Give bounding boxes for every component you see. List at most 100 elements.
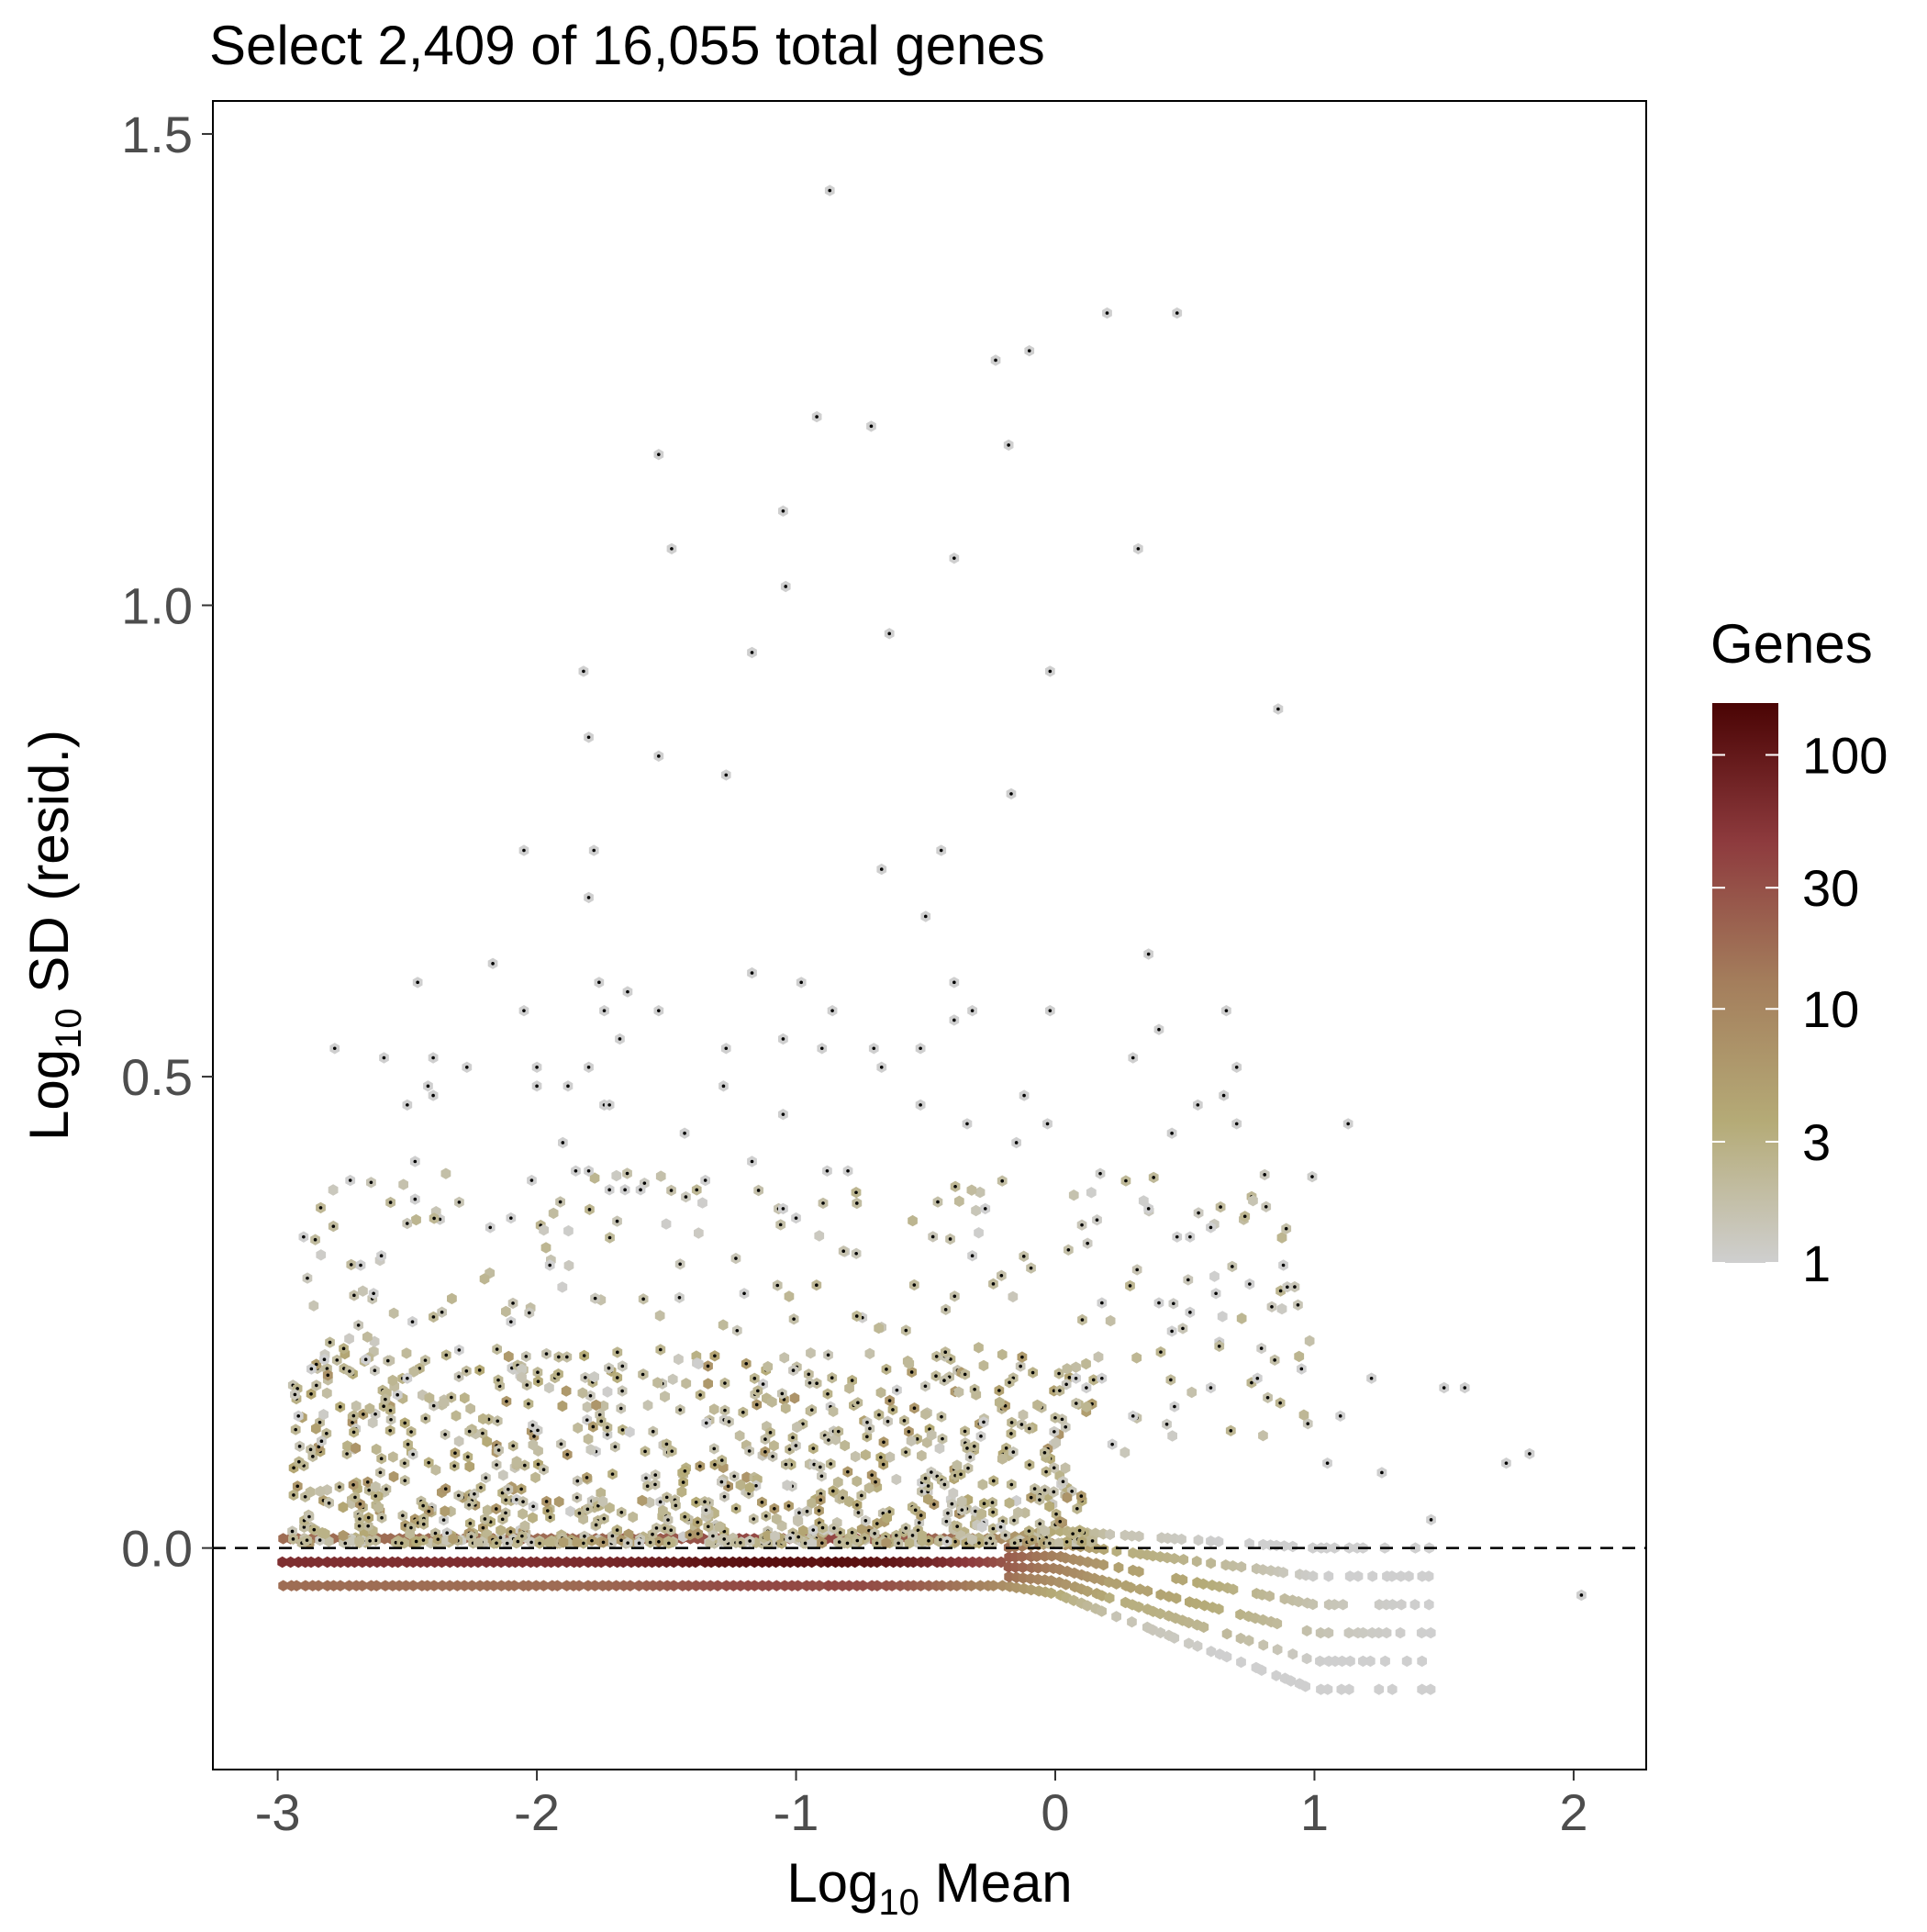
hexbin-cell-1019 [861, 1449, 871, 1461]
selected-gene-marker [511, 1301, 515, 1305]
selected-gene-marker [811, 1446, 816, 1450]
selected-gene-marker [468, 1522, 473, 1525]
selected-gene-marker [683, 1514, 687, 1519]
hexbin-cell-1634 [1086, 1187, 1097, 1199]
hexbin-cell-1059 [351, 1400, 362, 1413]
selected-gene-marker [594, 1523, 598, 1527]
hexbin-cell-213 [793, 1580, 803, 1591]
hexbin-cell-289 [974, 1556, 985, 1569]
selected-gene-marker [1077, 1528, 1082, 1533]
selected-gene-marker [418, 1367, 422, 1370]
hexbin-cell-1524 [1093, 1351, 1104, 1363]
hexbin-cell-1304 [782, 1480, 793, 1491]
outlier-marker-71 [919, 1103, 922, 1107]
hexbin-cell-544 [1387, 1570, 1398, 1582]
outlier-marker-75 [1045, 1122, 1050, 1126]
selected-gene-marker [913, 1508, 918, 1513]
hexbin-cell-1406 [482, 1435, 493, 1447]
hexbin-cell-433 [1184, 1616, 1194, 1629]
selected-gene-marker [558, 1200, 563, 1204]
hexbin-cell-439 [1191, 1556, 1202, 1568]
selected-gene-marker [1152, 1176, 1155, 1179]
hexbin-cell-440 [1193, 1534, 1204, 1547]
selected-gene-marker [1044, 1469, 1048, 1474]
hexbin-cell-441 [1198, 1621, 1209, 1634]
selected-gene-marker [683, 1469, 687, 1473]
selected-gene-marker [658, 1347, 663, 1352]
selected-gene-marker [1058, 1389, 1062, 1392]
hexbin-cell-1640 [708, 1403, 719, 1415]
hexbin-cell-1342 [373, 1502, 384, 1513]
hexbin-cell-1691 [364, 1402, 375, 1414]
hexbin-cell-962 [1053, 1537, 1064, 1549]
selected-gene-marker [536, 1428, 540, 1433]
outlier-marker-27 [586, 896, 591, 899]
hexbin-cell-1622 [424, 1391, 435, 1404]
selected-gene-marker [1080, 1318, 1085, 1322]
selected-gene-marker [645, 1484, 650, 1489]
hexbin-cell-854 [997, 1453, 1008, 1465]
selected-gene-marker [352, 1293, 356, 1298]
legend-label-0: 100 [1802, 726, 1888, 784]
selected-gene-marker [669, 1189, 674, 1192]
selected-gene-marker [590, 1538, 594, 1543]
outlier-marker-132 [1173, 1404, 1176, 1409]
selected-gene-marker [1032, 1487, 1037, 1491]
selected-gene-marker [348, 1369, 351, 1373]
hexbin-cell-516 [1330, 1542, 1340, 1554]
selected-gene-marker [997, 1389, 1001, 1392]
selected-gene-marker [606, 1433, 609, 1436]
hexbin-cell-1351 [572, 1536, 583, 1548]
selected-gene-marker [841, 1249, 846, 1254]
hexbin-cell-1671 [447, 1292, 457, 1305]
hexbin-cell-1649 [660, 1390, 670, 1402]
selected-gene-marker [952, 1294, 957, 1299]
hexbin-cell-339 [1047, 1550, 1057, 1562]
outlier-marker-117 [1188, 1311, 1192, 1314]
selected-gene-marker [885, 1368, 888, 1371]
selected-gene-marker [926, 1484, 930, 1488]
outlier-marker-88 [348, 1178, 352, 1182]
outlier-marker-40 [970, 1009, 975, 1012]
hexbin-cell-1370 [703, 1378, 713, 1390]
selected-gene-marker [640, 1372, 645, 1377]
outlier-marker-85 [846, 1168, 850, 1173]
selected-gene-marker [955, 1524, 959, 1528]
selected-gene-marker [722, 1537, 726, 1541]
selected-gene-marker [991, 1479, 996, 1483]
outlier-marker-14 [887, 631, 892, 636]
outlier-marker-69 [607, 1103, 611, 1107]
outlier-marker-39 [522, 1009, 526, 1012]
outlier-marker-73 [781, 1112, 785, 1116]
legend-label-1: 30 [1802, 859, 1859, 917]
selected-gene-marker [651, 1532, 654, 1536]
selected-gene-marker [874, 1541, 879, 1546]
selected-gene-marker [719, 1458, 724, 1462]
selected-gene-marker [453, 1451, 457, 1456]
hexbin-cell-1382 [585, 1444, 596, 1456]
selected-gene-marker [317, 1420, 322, 1424]
selected-gene-marker [317, 1538, 322, 1542]
hexbin-cell-452 [1213, 1536, 1224, 1547]
selected-gene-marker [943, 1350, 948, 1355]
hexbin-cell-193 [741, 1556, 752, 1569]
selected-gene-marker [325, 1432, 329, 1435]
selected-gene-marker [653, 1473, 658, 1477]
hexbin-cell-1236 [482, 1504, 493, 1516]
selected-gene-marker [317, 1445, 321, 1449]
selected-gene-marker [942, 1482, 947, 1487]
selected-gene-marker [315, 1383, 318, 1388]
selected-gene-marker [959, 1472, 963, 1477]
hexbin-cell-874 [342, 1440, 352, 1452]
outlier-marker-77 [1346, 1122, 1350, 1126]
selected-gene-marker [618, 1406, 623, 1411]
outlier-marker-112 [742, 1291, 746, 1296]
selected-gene-marker [505, 1400, 508, 1403]
selected-gene-marker [384, 1397, 387, 1402]
outlier-marker-100 [302, 1234, 306, 1239]
hexbin-cell-875 [644, 1496, 655, 1509]
hexbin-cell-1468 [465, 1402, 475, 1414]
hexbin-cell-138 [611, 1580, 621, 1591]
hexbin-cell-546 [1396, 1599, 1407, 1611]
